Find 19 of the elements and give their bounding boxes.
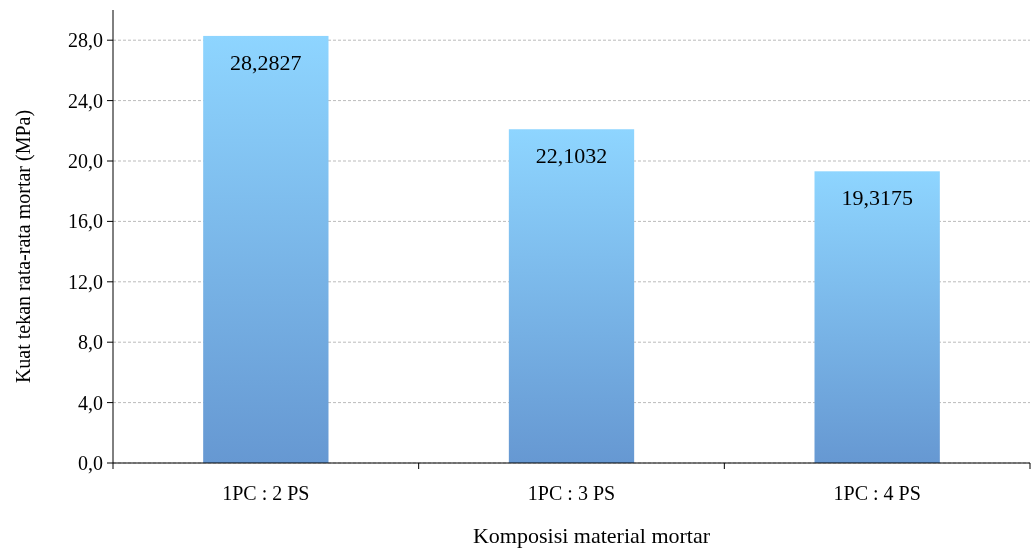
bar xyxy=(508,129,635,463)
y-axis-title: Kuat tekan rata-rata mortar (MPa) xyxy=(12,109,35,384)
y-tick-label: 12,0 xyxy=(68,270,103,293)
bar xyxy=(814,171,940,463)
x-tick-label: 1PC : 4 PS xyxy=(833,482,921,504)
y-tick-label: 20,0 xyxy=(68,150,103,172)
y-tick-label: 28,0 xyxy=(68,29,103,52)
y-tick-label: 24,0 xyxy=(68,89,103,112)
y-tick-label: 4,0 xyxy=(78,391,103,414)
data-label: 22,1032 xyxy=(535,143,608,169)
data-label: 28,2827 xyxy=(230,49,302,75)
x-tick-label: 1PC : 2 PS xyxy=(222,482,310,504)
y-tick-label: 0,0 xyxy=(78,452,103,474)
x-axis-title: Komposisi material mortar xyxy=(472,523,711,548)
y-tick-label: 8,0 xyxy=(78,331,103,354)
bar xyxy=(203,35,329,463)
y-tick-label: 16,0 xyxy=(68,210,103,233)
data-label: 19,3175 xyxy=(841,185,913,211)
x-tick-label: 1PC : 3 PS xyxy=(527,482,616,504)
